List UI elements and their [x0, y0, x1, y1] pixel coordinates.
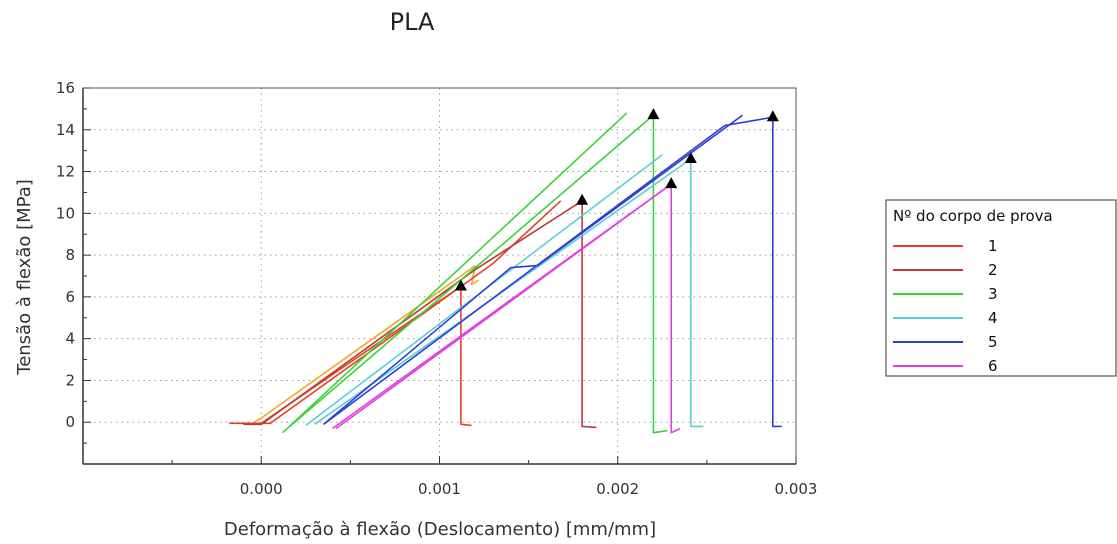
legend-label-3: 3: [988, 285, 998, 303]
series-layer: [229, 112, 782, 434]
y-tick-label: 8: [65, 246, 75, 264]
chart-title: PLA: [390, 8, 435, 36]
series-6: [332, 183, 681, 434]
break-marker: [766, 110, 779, 122]
series-5: [323, 114, 782, 428]
series-2-line: [243, 200, 583, 426]
legend-label-6: 6: [988, 357, 998, 375]
x-tick-label: 0.000: [240, 480, 283, 498]
break-marker: [684, 152, 697, 164]
series-2: [243, 200, 597, 429]
y-axis-title: Tensão à flexão [MPa]: [14, 179, 35, 375]
series-3-line: [289, 114, 654, 428]
series-4: [305, 154, 704, 428]
y-tick-label: 16: [56, 79, 75, 97]
series-5-line: [323, 116, 773, 425]
break-marker: [454, 279, 467, 291]
legend-label-1: 1: [988, 237, 998, 255]
legend-box: [885, 199, 1117, 377]
series-5-line: [323, 114, 743, 425]
series-extra-line: [250, 264, 476, 425]
series-1: [229, 200, 562, 427]
legend-items: 1 2 3 4 5 6: [893, 237, 998, 375]
legend-title: Nº do corpo de prova: [893, 207, 1053, 225]
break-marker: [647, 108, 660, 120]
series-6-line: [670, 184, 681, 434]
series-extra-line: [470, 265, 480, 286]
series-5-line: [771, 117, 782, 428]
axes: 0 2 4 6 8 10 12 14 16 0.000 0.001 0.002 0.003: [56, 79, 818, 498]
series-extra: [250, 264, 480, 425]
x-tick-label: 0.003: [775, 480, 818, 498]
break-marker: [576, 193, 589, 205]
x-tick-label: 0.001: [418, 480, 461, 498]
break-markers: [454, 108, 779, 291]
series-3: [282, 112, 668, 434]
y-tick-label: 14: [56, 121, 75, 139]
series-2-line: [581, 200, 597, 429]
y-tick-label: 12: [56, 163, 75, 181]
legend-label-4: 4: [988, 309, 998, 327]
grid: [83, 87, 797, 464]
legend: Nº do corpo de prova 1 2 3 4 5 6: [885, 199, 1117, 377]
x-tick-label: 0.002: [596, 480, 639, 498]
legend-label-5: 5: [988, 333, 998, 351]
y-tick-label: 6: [65, 288, 75, 306]
series-1-line: [460, 286, 472, 427]
y-tick-label: 4: [65, 330, 75, 348]
break-marker: [665, 177, 678, 189]
series-3-line: [282, 112, 628, 434]
y-tick-label: 2: [65, 371, 75, 389]
series-6-line: [335, 183, 672, 430]
legend-label-2: 2: [988, 261, 998, 279]
series-4-line: [689, 159, 704, 428]
series-1-line: [229, 200, 562, 425]
y-tick-label: 0: [65, 413, 75, 431]
series-3-line: [652, 115, 668, 434]
y-tick-label: 10: [56, 204, 75, 222]
x-axis-title: Deformação à flexão (Deslocamento) [mm/m…: [224, 519, 656, 540]
